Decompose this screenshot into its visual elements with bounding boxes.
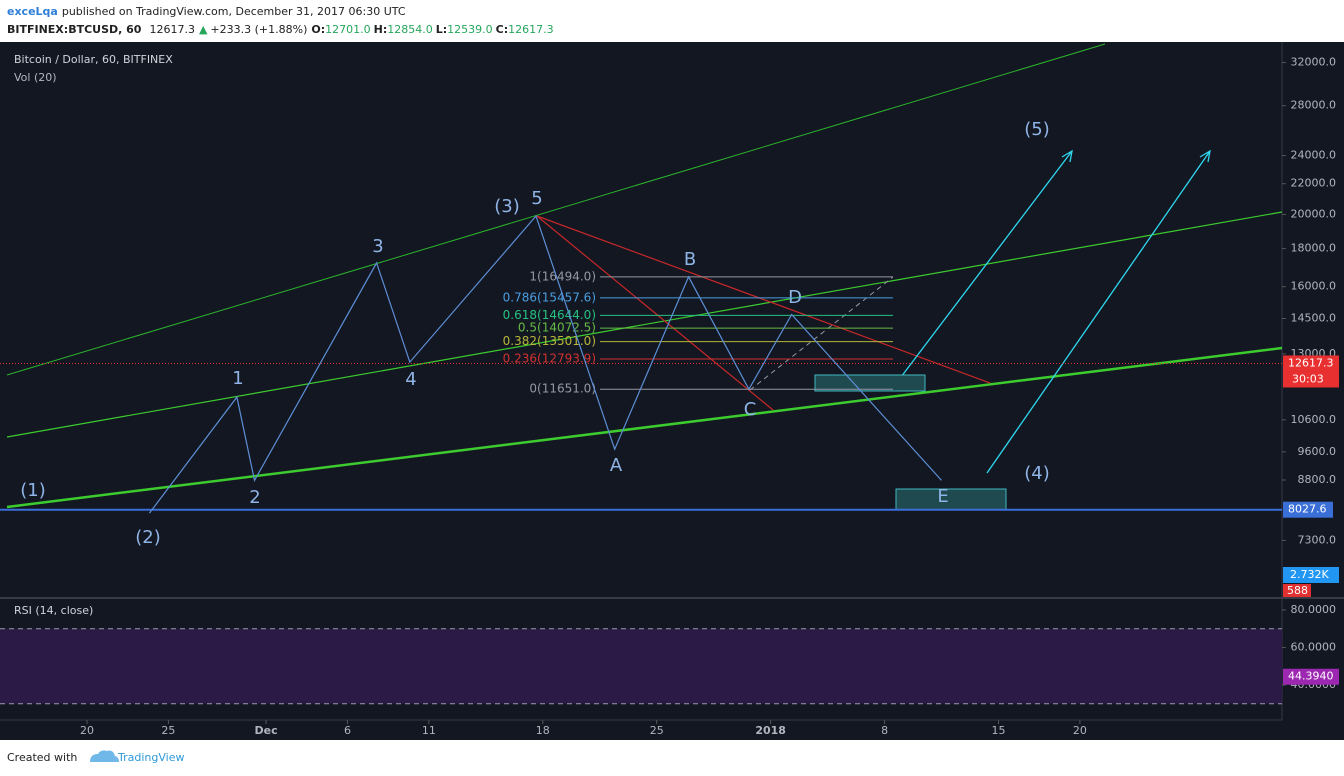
rsi-value-label: 44.3940 (1288, 670, 1334, 683)
rsi-band (0, 628, 1282, 704)
low-label: L: (436, 23, 447, 36)
footer-brand[interactable]: TradingView (117, 751, 184, 764)
trend-line (536, 215, 991, 384)
arrow (897, 150, 1073, 382)
wave-label: 2 (249, 487, 260, 508)
y-tick-label: 14500.0 (1291, 312, 1337, 325)
x-tick-label: 18 (536, 724, 550, 737)
low: 12539.0 (447, 23, 493, 36)
fib-label: 0.618(14644.0) (503, 308, 596, 322)
y-tick-label: 20000.0 (1291, 208, 1337, 221)
chart-title: Bitcoin / Dollar, 60, BITFINEX (14, 53, 173, 66)
trend-line (536, 215, 774, 411)
published: published on TradingView.com, December 3… (62, 5, 406, 18)
fib-label: 1(16494.0) (529, 269, 596, 283)
wave-labels: (1) (2) 1 2 3 4 (3) 5 A B C D E (4) (5) (20, 119, 1050, 548)
rsi-tick-label: 60.0000 (1291, 640, 1337, 653)
header-line: exceLqa published on TradingView.com, Dec… (7, 5, 406, 18)
fib-label: 0.5(14072.5) (518, 321, 596, 335)
channel-line (6, 211, 1283, 438)
y-tick-label: 16000.0 (1291, 280, 1337, 293)
change: +233.3 (+1.88%) (210, 23, 307, 36)
target-box (814, 374, 926, 392)
support-badge (1283, 501, 1333, 518)
open-label: O: (311, 23, 325, 36)
close-label: C: (496, 23, 508, 36)
current-label: 12617.3 (1288, 356, 1334, 369)
wave-label: 4 (405, 369, 416, 390)
close: 12617.3 (508, 23, 554, 36)
volume-badge (1283, 584, 1311, 597)
channel-line (6, 346, 1283, 509)
wave-label: 1 (232, 368, 243, 389)
countdown-label: 30:03 (1292, 372, 1324, 385)
arrow (986, 150, 1211, 474)
volume-label: 588 (1287, 584, 1308, 597)
x-tick-label: 25 (161, 724, 175, 737)
fib-label: 0(11651.0) (529, 382, 596, 396)
arrow-head (1061, 149, 1073, 163)
footer-created: Created with (7, 751, 77, 764)
y-tick-label: 9600.0 (1298, 445, 1337, 458)
fib-label: 0.382(13501.0) (503, 334, 596, 348)
high-label: H: (374, 23, 388, 36)
wave-label: B (684, 249, 696, 270)
x-tick-label: Dec (255, 724, 278, 737)
drawings (6, 43, 1283, 511)
y-tick-label: 32000.0 (1291, 56, 1337, 69)
fib-label: 0.786(15457.6) (503, 290, 596, 304)
y-tick-label: 24000.0 (1291, 149, 1337, 162)
rsi-title: RSI (14, close) (14, 604, 93, 617)
wave-label: (3) (494, 196, 520, 217)
x-tick-label: 20 (80, 724, 94, 737)
last: 12617.3 (149, 23, 195, 36)
target-box (895, 488, 1007, 511)
logo (90, 750, 119, 762)
volume-label: 2.732K (1290, 568, 1329, 581)
y-tick-label: 18000.0 (1291, 242, 1337, 255)
x-tick-label: 2018 (755, 724, 786, 737)
x-tick-label: 6 (344, 724, 351, 737)
quote-line: BITFINEX:BTCUSD, 60 12617.3 ▲ +233.3 (+1.88… (7, 23, 554, 36)
wave-label: E (937, 486, 948, 507)
wave-label: 5 (531, 188, 542, 209)
wave-label: (2) (135, 527, 161, 548)
x-tick-label: 11 (422, 724, 436, 737)
author[interactable]: exceLqa (7, 5, 58, 18)
y-tick-label: 28000.0 (1291, 99, 1337, 112)
wave-label: A (610, 455, 623, 476)
volume-badge (1283, 567, 1339, 583)
countdown-badge (1283, 371, 1339, 388)
x-tick-label: 15 (992, 724, 1006, 737)
fib-trend (749, 276, 894, 391)
wave-label: (4) (1024, 463, 1050, 484)
up-arrow: ▲ (199, 23, 208, 36)
wave-label: (1) (20, 480, 46, 501)
open: 12701.0 (325, 23, 371, 36)
wave-line (148, 214, 942, 514)
symbol: BITFINEX:BTCUSD, 60 (7, 23, 142, 36)
volume-label: Vol (20) (14, 71, 57, 84)
rsi-tick-label: 80.0000 (1291, 603, 1337, 616)
y-tick-label: 8800.0 (1298, 473, 1337, 486)
x-tick-label: 8 (881, 724, 888, 737)
y-tick-label: 7300.0 (1298, 533, 1337, 546)
channel-line (6, 43, 1106, 376)
wave-label: (5) (1024, 119, 1050, 140)
x-tick-label: 20 (1073, 724, 1087, 737)
chart-area (0, 42, 1344, 740)
arrow-head (1199, 149, 1211, 163)
fib-label: 0.236(12793.9) (503, 351, 596, 365)
rsi-badge (1283, 668, 1339, 685)
wave-label: C (744, 399, 757, 420)
wave-label: 3 (372, 236, 383, 257)
y-tick-label: 22000.0 (1291, 177, 1337, 190)
y-tick-label: 10600.0 (1291, 413, 1337, 426)
current-badge (1283, 355, 1339, 372)
high: 12854.0 (387, 23, 433, 36)
support-label: 8027.6 (1288, 503, 1327, 516)
x-tick-label: 25 (650, 724, 664, 737)
